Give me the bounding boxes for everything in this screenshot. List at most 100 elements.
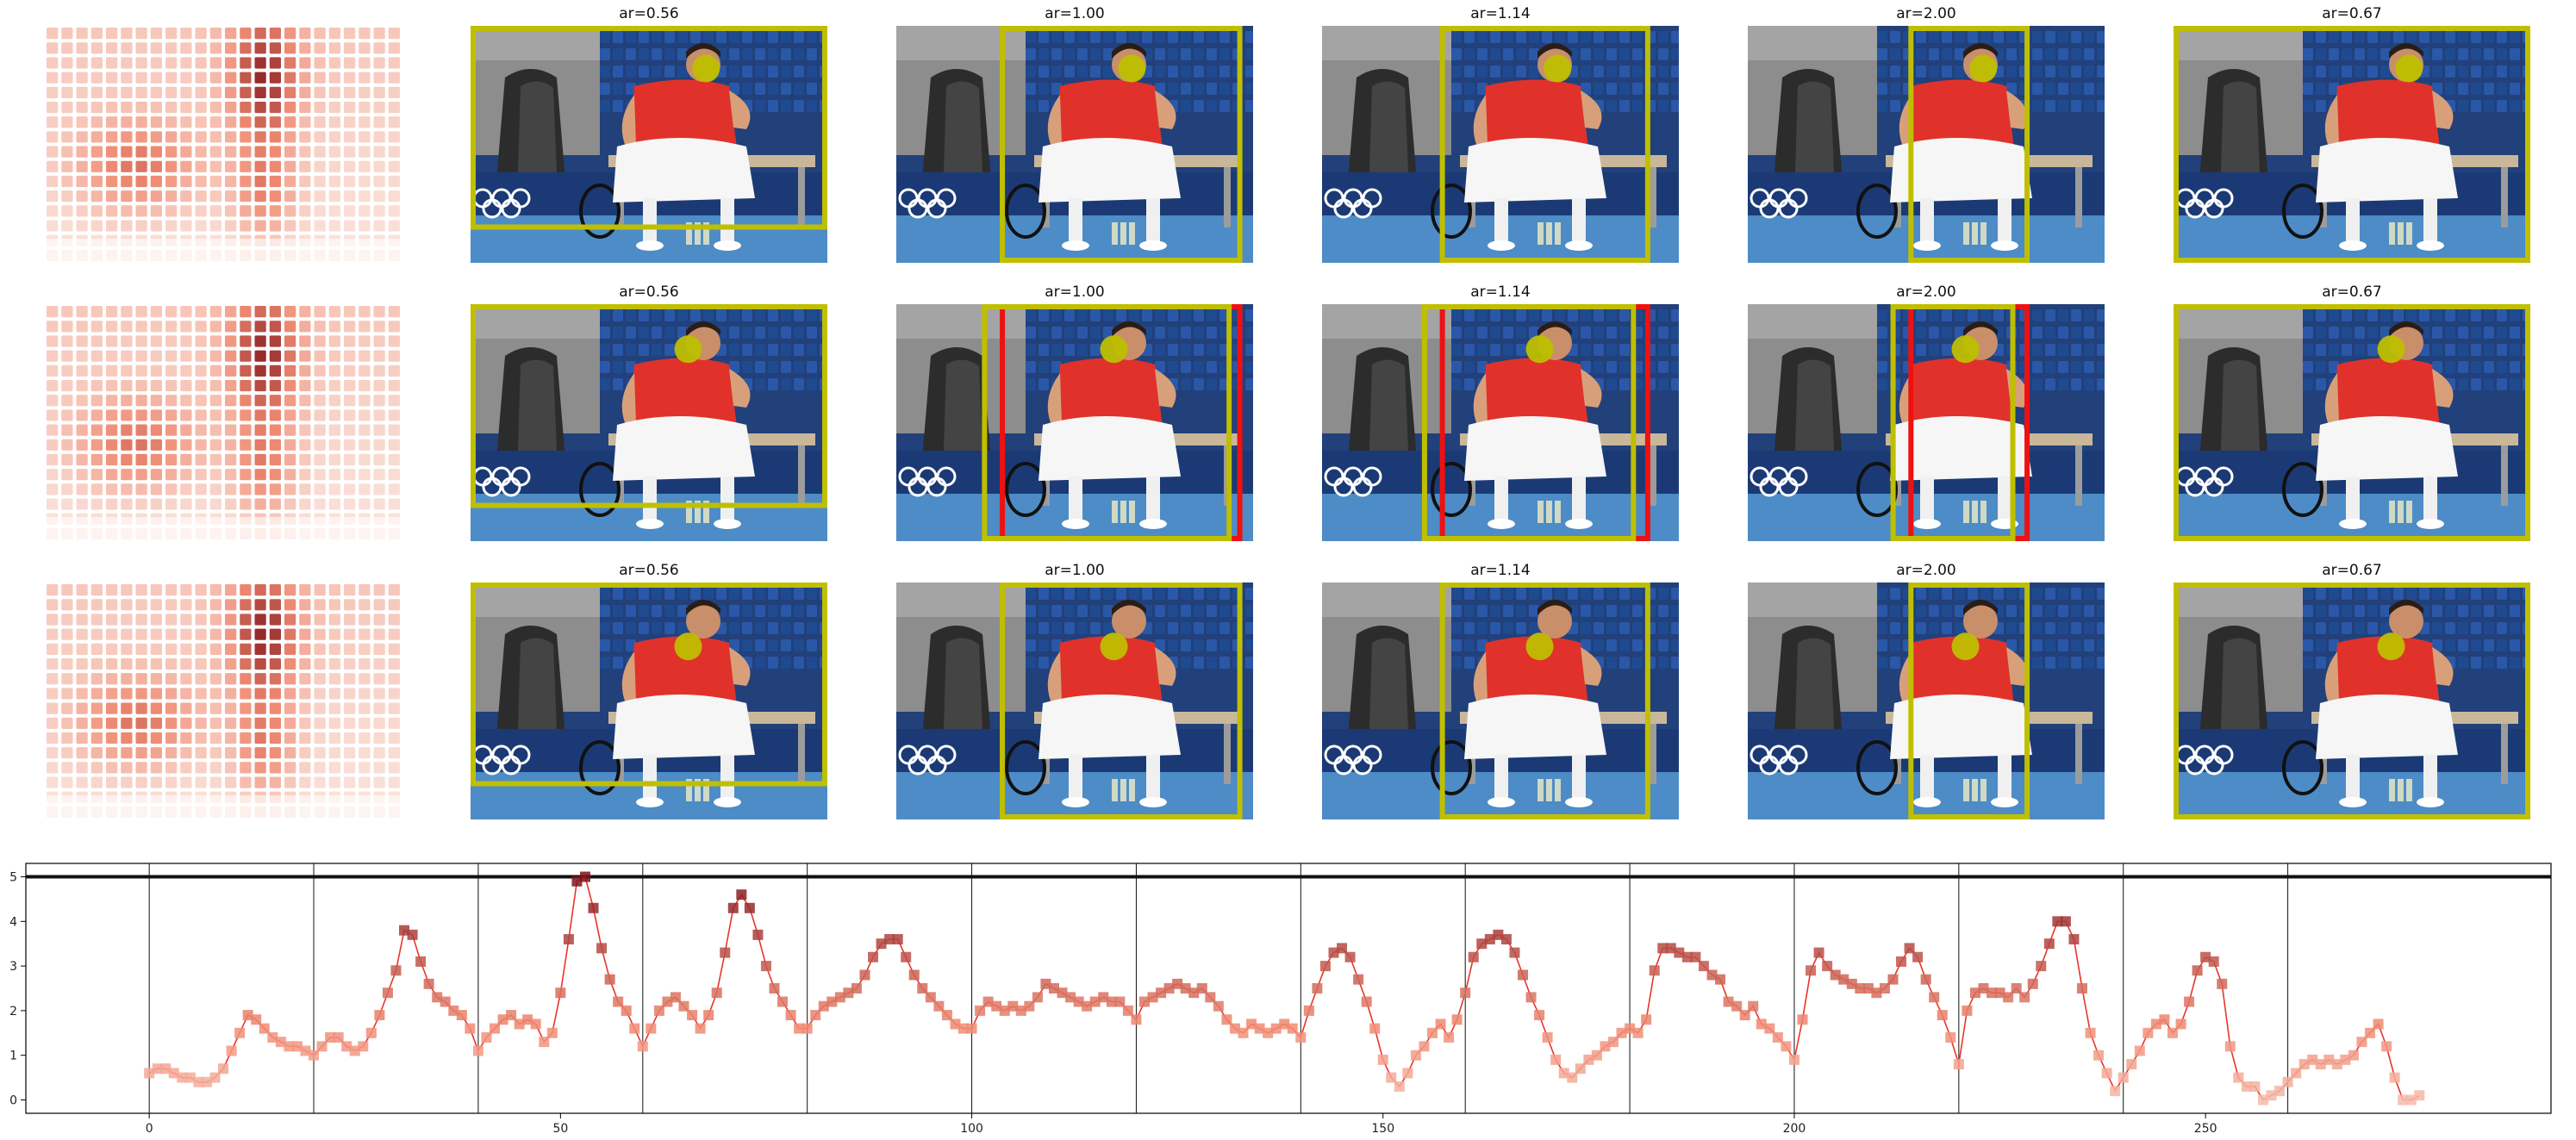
heatmap-cell bbox=[299, 718, 310, 729]
heatmap-cell bbox=[61, 762, 72, 773]
heatmap-cell bbox=[255, 658, 266, 670]
heatmap-cell bbox=[389, 629, 400, 640]
heatmap-cell bbox=[61, 365, 72, 377]
heatmap-cell bbox=[151, 57, 162, 68]
heatmap-cell bbox=[374, 190, 385, 202]
heatmap-cell bbox=[106, 644, 117, 655]
saliency-point bbox=[692, 55, 720, 83]
heatmap-cell bbox=[225, 718, 236, 729]
saliency-point bbox=[1544, 55, 1571, 83]
heatmap-cell bbox=[47, 335, 58, 346]
data-point bbox=[859, 969, 870, 980]
data-point bbox=[1880, 983, 1890, 994]
heatmap-cell bbox=[240, 584, 251, 595]
heatmap-cell bbox=[270, 498, 281, 509]
heatmap-cell bbox=[270, 87, 281, 98]
y-tick-label: 1 bbox=[9, 1050, 17, 1063]
heatmap-cell bbox=[196, 28, 207, 39]
data-point bbox=[2356, 1037, 2367, 1047]
y-tick-label: 2 bbox=[9, 1005, 17, 1019]
data-point bbox=[1937, 1010, 1948, 1020]
data-point bbox=[720, 948, 730, 958]
panel-title: ar=0.56 bbox=[468, 283, 830, 301]
heatmap-fade bbox=[45, 239, 402, 263]
heatmap-cell bbox=[151, 718, 162, 729]
heatmap-cell bbox=[299, 28, 310, 39]
heatmap-cell bbox=[315, 220, 326, 231]
heatmap-cell bbox=[284, 28, 296, 39]
saliency-point bbox=[1952, 632, 1980, 660]
heatmap-cell bbox=[77, 483, 88, 495]
heatmap-cell bbox=[136, 658, 147, 670]
heatmap-cell bbox=[196, 469, 207, 480]
heatmap-cell bbox=[315, 439, 326, 451]
heatmap-cell bbox=[165, 483, 177, 495]
data-point bbox=[2143, 1028, 2153, 1038]
heatmap-cell bbox=[329, 644, 340, 655]
heatmap-cell bbox=[136, 116, 147, 128]
heatmap-cell bbox=[359, 161, 370, 172]
heatmap-cell bbox=[299, 335, 310, 346]
heatmap-cell bbox=[299, 439, 310, 451]
heatmap-cell bbox=[47, 87, 58, 98]
heatmap-cell bbox=[77, 409, 88, 420]
heatmap-cell bbox=[61, 614, 72, 625]
heatmap-cell bbox=[165, 732, 177, 744]
heatmap-cell bbox=[284, 116, 296, 128]
heatmap-cell bbox=[255, 732, 266, 744]
data-point bbox=[745, 903, 755, 913]
heatmap-cell bbox=[210, 599, 221, 610]
heatmap-cell bbox=[121, 776, 132, 788]
data-point bbox=[2414, 1090, 2424, 1100]
heatmap-cell bbox=[136, 483, 147, 495]
data-point bbox=[1411, 1050, 1421, 1061]
heatmap-cell bbox=[106, 673, 117, 684]
heatmap-cell bbox=[270, 644, 281, 655]
heatmap-cell bbox=[255, 102, 266, 113]
heatmap-cell bbox=[329, 454, 340, 465]
heatmap-cell bbox=[151, 380, 162, 391]
heatmap-cell bbox=[284, 395, 296, 406]
heatmap-cell bbox=[151, 644, 162, 655]
heatmap-cell bbox=[389, 306, 400, 317]
heatmap-cell bbox=[299, 629, 310, 640]
heatmap-cell bbox=[284, 335, 296, 346]
heatmap-cell bbox=[329, 321, 340, 332]
heatmap-cell bbox=[299, 498, 310, 509]
heatmap-cell bbox=[47, 483, 58, 495]
data-point bbox=[802, 1024, 813, 1034]
heatmap-cell bbox=[329, 718, 340, 729]
heatmap-cell bbox=[165, 351, 177, 362]
heatmap-cell bbox=[344, 688, 355, 699]
heatmap-cell bbox=[284, 409, 296, 420]
heatmap-cell bbox=[196, 351, 207, 362]
heatmap-cell bbox=[299, 176, 310, 187]
heatmap-cell bbox=[77, 57, 88, 68]
heatmap-cell bbox=[225, 365, 236, 377]
saliency-point bbox=[2378, 335, 2405, 363]
heatmap-cell bbox=[61, 306, 72, 317]
heatmap-cell bbox=[210, 380, 221, 391]
heatmap-cell bbox=[240, 599, 251, 610]
heatmap-cell bbox=[106, 28, 117, 39]
heatmap-cell bbox=[315, 614, 326, 625]
heatmap-cell bbox=[389, 190, 400, 202]
heatmap-cell bbox=[389, 425, 400, 436]
heatmap-cell bbox=[374, 365, 385, 377]
heatmap-cell bbox=[61, 205, 72, 216]
heatmap-cell bbox=[299, 220, 310, 231]
heatmap-cell bbox=[151, 161, 162, 172]
heatmap-cell bbox=[180, 306, 191, 317]
heatmap-cell bbox=[225, 102, 236, 113]
data-point bbox=[1295, 1032, 1306, 1043]
data-point bbox=[1764, 1024, 1775, 1034]
heatmap-cell bbox=[136, 703, 147, 714]
heatmap-cell bbox=[329, 28, 340, 39]
heatmap-cell bbox=[315, 584, 326, 595]
heatmap-cell bbox=[180, 673, 191, 684]
heatmap-cell bbox=[315, 87, 326, 98]
heatmap-cell bbox=[210, 776, 221, 788]
heatmap-cell bbox=[77, 747, 88, 758]
heatmap-cell bbox=[359, 498, 370, 509]
data-point bbox=[761, 961, 771, 971]
